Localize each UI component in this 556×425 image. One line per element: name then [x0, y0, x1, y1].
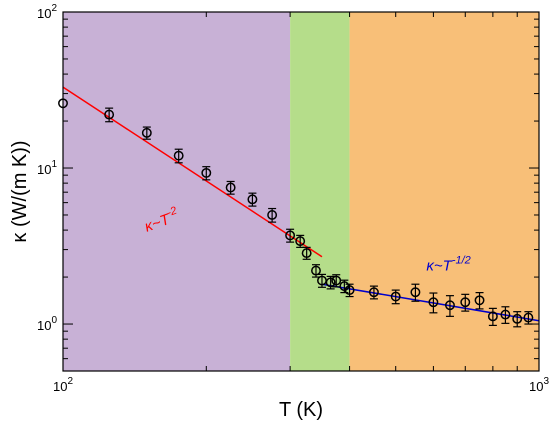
y-axis-label: κ (W/(m K)) [9, 140, 31, 242]
data-point [344, 283, 355, 298]
point-marker [460, 297, 471, 308]
tick-labels: 102 103 100 101 102 [37, 3, 549, 394]
point-marker [444, 300, 455, 311]
point-marker [311, 265, 321, 276]
y-tick-label: 100 [37, 315, 57, 333]
shaded-regions [63, 12, 539, 371]
data-point [225, 180, 236, 195]
data-point [368, 285, 379, 300]
point-marker [344, 285, 355, 296]
point-marker [474, 295, 485, 306]
point-marker [512, 313, 523, 324]
data-point [141, 126, 152, 140]
point-marker [141, 127, 152, 138]
point-marker [500, 309, 511, 320]
data-point [512, 311, 523, 328]
data-point [173, 148, 184, 164]
data-point [390, 289, 401, 305]
data-point [325, 275, 336, 290]
point-marker [173, 150, 184, 161]
point-marker [225, 182, 236, 193]
point-marker [523, 312, 534, 323]
point-marker [201, 167, 212, 178]
data-point [474, 292, 485, 310]
x-axis-label: T (K) [279, 399, 323, 421]
axis-ticks [62, 11, 540, 372]
point-marker [390, 291, 401, 302]
region-2 [349, 12, 539, 371]
point-marker [368, 287, 379, 298]
point-marker [267, 210, 278, 220]
data-point [444, 295, 455, 317]
data-point [339, 279, 350, 294]
y-tick-label: 101 [37, 159, 57, 177]
point-marker [285, 230, 296, 241]
point-marker [410, 287, 421, 298]
fit-line-1 [321, 283, 540, 322]
data-point [487, 307, 498, 327]
x-tick-label: 102 [53, 376, 73, 394]
point-marker [295, 236, 306, 247]
fit-lines [62, 86, 540, 322]
point-marker [428, 297, 439, 308]
point-marker [487, 311, 498, 322]
x-tick-label: 103 [529, 376, 549, 394]
data-point [460, 293, 471, 312]
data-point [201, 166, 212, 181]
point-marker [325, 277, 336, 288]
data-point [301, 246, 312, 260]
point-marker [247, 194, 258, 205]
data-point [267, 207, 278, 223]
plot-frame [62, 11, 540, 372]
region-0 [63, 12, 291, 371]
point-marker [301, 248, 312, 259]
data-point [247, 192, 258, 207]
data-point [500, 306, 511, 324]
data-points [58, 98, 534, 328]
data-point [104, 107, 115, 123]
data-point [285, 228, 296, 243]
region-1 [290, 12, 350, 371]
fit-annotation-1: κ~T-1/2 [426, 255, 470, 275]
y-tick-label: 102 [37, 3, 57, 21]
data-point [410, 283, 421, 302]
point-marker [104, 109, 115, 120]
fit-line-0 [62, 86, 323, 258]
data-point [428, 292, 439, 314]
